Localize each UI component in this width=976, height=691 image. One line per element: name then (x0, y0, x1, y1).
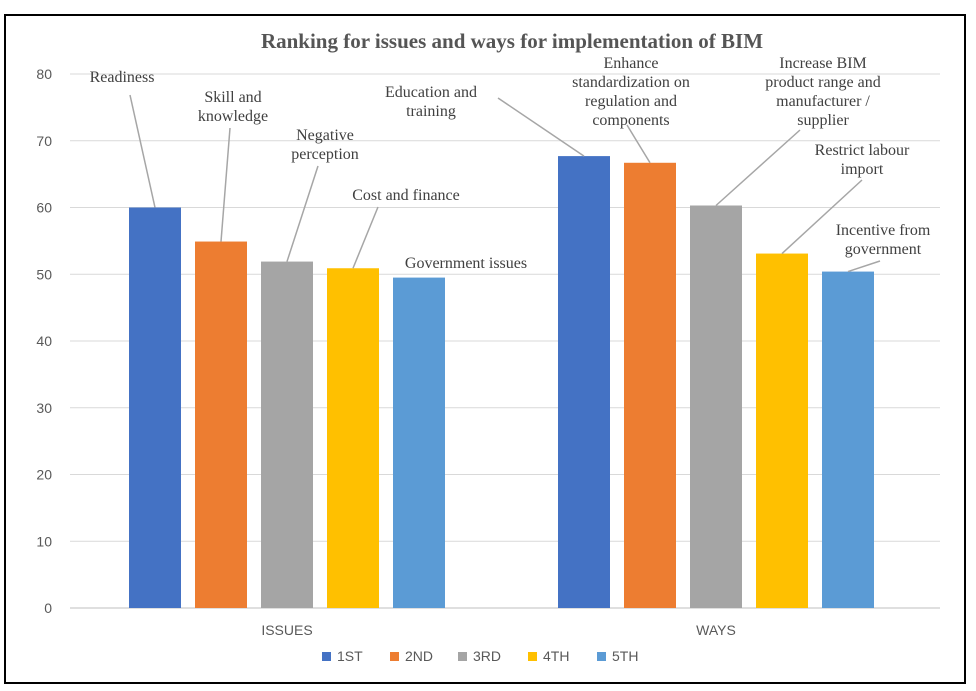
x-category-label: ISSUES (261, 622, 312, 638)
y-tick-label: 0 (44, 600, 52, 616)
bar-annotation-line: manufacturer / (776, 93, 870, 110)
bar (624, 162, 676, 608)
x-category-label: WAYS (696, 622, 736, 638)
bar-annotation: Readiness (90, 69, 155, 86)
legend: 1ST 2ND 3RD 4TH 5TH (322, 648, 638, 664)
bar-annotation-line: supplier (797, 112, 849, 129)
bar (756, 253, 808, 608)
bar (690, 205, 742, 608)
bar-annotation-line: standardization on (572, 74, 690, 91)
bar (261, 261, 313, 608)
bar-annotation-line: training (406, 103, 456, 120)
leader-line (220, 127, 231, 242)
bar-annotation-line: product range and (765, 74, 881, 91)
leader-line (626, 124, 651, 164)
bar-annotation-line: knowledge (198, 108, 268, 125)
legend-label: 3RD (473, 648, 501, 664)
bar-annotation-line: Skill and (204, 89, 261, 106)
annotations: Readiness Skill and knowledge Negative perce… (90, 55, 931, 272)
bar-annotation-line: import (841, 161, 884, 178)
leader-line (847, 260, 881, 273)
legend-swatch (322, 652, 331, 661)
bar-annotation-line: government (845, 241, 922, 258)
bar-annotation-line: Negative (296, 127, 354, 144)
legend-label: 1ST (337, 648, 363, 664)
bar-annotation-line: Education and (385, 84, 477, 101)
bar-annotation: Skill and knowledge (198, 89, 268, 125)
bar-annotation-line: Incentive from (836, 222, 931, 239)
bar-annotation-line: Enhance (603, 55, 658, 72)
bar-annotation-line: Readiness (90, 69, 155, 86)
bars (129, 156, 874, 609)
y-tick-label: 80 (36, 66, 52, 82)
bar-annotation-line: Government issues (405, 255, 527, 272)
legend-label: 2ND (405, 648, 433, 664)
bar-annotation-line: Increase BIM (779, 55, 867, 72)
bar (327, 268, 379, 608)
bar-annotation: Restrict labour import (815, 142, 910, 178)
leader-line (497, 97, 585, 157)
bar-annotation: Enhance standardization on regulation and c… (572, 55, 690, 129)
leader-line (715, 129, 801, 207)
y-tick-label: 50 (36, 266, 52, 282)
bar (195, 241, 247, 609)
legend-swatch (390, 652, 399, 661)
y-tick-label: 20 (36, 467, 52, 483)
legend-label: 4TH (543, 648, 569, 664)
bar-annotation-line: Restrict labour (815, 142, 910, 159)
x-axis: ISSUES WAYS (261, 622, 736, 638)
bar-annotation: Education and training (385, 84, 477, 120)
bar-annotation-line: components (592, 112, 669, 129)
bar-annotation: Cost and finance (352, 187, 460, 204)
leader-line (129, 94, 156, 208)
bar-annotation-line: regulation and (585, 93, 677, 110)
y-tick-label: 60 (36, 200, 52, 216)
bar (393, 277, 445, 608)
y-tick-label: 70 (36, 133, 52, 149)
legend-swatch (597, 652, 606, 661)
bar-annotation: Government issues (405, 255, 527, 272)
bar-annotation-line: perception (291, 146, 359, 163)
chart-title: Ranking for issues and ways for implemen… (261, 29, 763, 53)
legend-label: 5TH (612, 648, 638, 664)
bar (558, 156, 610, 609)
legend-swatch (458, 652, 467, 661)
y-tick-label: 40 (36, 333, 52, 349)
legend-swatch (528, 652, 537, 661)
annotation-leaders (129, 94, 881, 273)
bar (822, 271, 874, 608)
bar-annotation: Negative perception (291, 127, 359, 163)
bar-annotation: Increase BIM product range and manufacture… (765, 55, 881, 129)
leader-line (781, 179, 863, 255)
y-axis: 0 10 20 30 40 50 60 70 80 (36, 66, 52, 616)
bar (129, 207, 181, 608)
bar-annotation: Incentive from government (836, 222, 931, 258)
leader-line (352, 206, 379, 269)
bar-annotation-line: Cost and finance (352, 187, 460, 204)
y-tick-label: 30 (36, 400, 52, 416)
leader-line (286, 165, 319, 262)
y-tick-label: 10 (36, 533, 52, 549)
